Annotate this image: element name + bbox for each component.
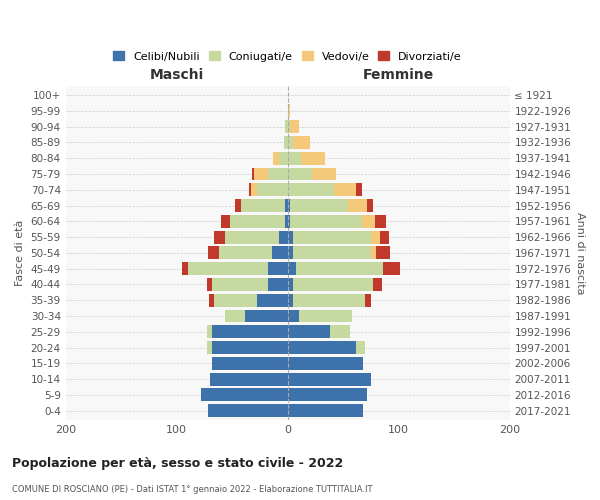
Legend: Celibi/Nubili, Coniugati/e, Vedovi/e, Divorziati/e: Celibi/Nubili, Coniugati/e, Vedovi/e, Di… [113, 51, 462, 62]
Bar [287, 310, 299, 322]
Bar [287, 404, 363, 417]
Bar [296, 262, 383, 275]
Bar [371, 246, 376, 260]
Bar [252, 168, 254, 180]
Bar [293, 246, 371, 260]
Bar [268, 168, 287, 180]
Bar [362, 215, 375, 228]
Bar [287, 215, 290, 228]
Bar [356, 341, 365, 354]
Text: Maschi: Maschi [149, 68, 204, 82]
Bar [241, 199, 286, 212]
Bar [330, 326, 350, 338]
Bar [206, 341, 212, 354]
Y-axis label: Fasce di età: Fasce di età [15, 220, 25, 286]
Bar [287, 294, 293, 306]
Bar [376, 246, 389, 260]
Bar [365, 294, 371, 306]
Bar [312, 168, 337, 180]
Bar [212, 326, 287, 338]
Bar [257, 294, 287, 306]
Bar [272, 246, 287, 260]
Bar [375, 215, 386, 228]
Bar [287, 230, 293, 243]
Text: Femmine: Femmine [363, 68, 434, 82]
Bar [286, 199, 287, 212]
Bar [373, 278, 382, 291]
Bar [219, 246, 272, 260]
Bar [287, 246, 293, 260]
Bar [212, 357, 287, 370]
Bar [380, 230, 389, 243]
Bar [254, 168, 268, 180]
Bar [221, 215, 230, 228]
Bar [206, 326, 212, 338]
Bar [279, 152, 287, 164]
Bar [287, 152, 301, 164]
Bar [299, 310, 352, 322]
Bar [287, 357, 363, 370]
Bar [249, 184, 251, 196]
Bar [245, 310, 287, 322]
Bar [287, 326, 330, 338]
Text: Popolazione per età, sesso e stato civile - 2022: Popolazione per età, sesso e stato civil… [12, 458, 343, 470]
Bar [371, 230, 380, 243]
Bar [293, 278, 373, 291]
Bar [279, 230, 287, 243]
Bar [208, 246, 219, 260]
Bar [367, 199, 373, 212]
Bar [287, 341, 356, 354]
Bar [287, 199, 290, 212]
Bar [301, 152, 325, 164]
Bar [356, 184, 362, 196]
Bar [287, 184, 334, 196]
Bar [290, 199, 347, 212]
Bar [287, 278, 293, 291]
Bar [209, 294, 214, 306]
Bar [210, 372, 287, 386]
Bar [226, 230, 279, 243]
Bar [226, 310, 245, 322]
Bar [287, 136, 293, 149]
Bar [206, 278, 212, 291]
Bar [334, 184, 356, 196]
Bar [251, 184, 257, 196]
Bar [290, 120, 299, 133]
Bar [293, 136, 310, 149]
Bar [287, 168, 312, 180]
Bar [293, 230, 371, 243]
Bar [286, 215, 287, 228]
Bar [214, 230, 226, 243]
Bar [182, 262, 188, 275]
Bar [287, 120, 290, 133]
Bar [212, 341, 287, 354]
Bar [293, 294, 365, 306]
Y-axis label: Anni di nascita: Anni di nascita [575, 212, 585, 294]
Bar [235, 199, 241, 212]
Bar [287, 388, 367, 402]
Bar [290, 215, 362, 228]
Text: COMUNE DI ROSCIANO (PE) - Dati ISTAT 1° gennaio 2022 - Elaborazione TUTTITALIA.I: COMUNE DI ROSCIANO (PE) - Dati ISTAT 1° … [12, 485, 373, 494]
Bar [214, 294, 257, 306]
Bar [230, 215, 286, 228]
Bar [208, 404, 287, 417]
Bar [268, 278, 287, 291]
Bar [284, 136, 287, 149]
Bar [212, 278, 268, 291]
Bar [188, 262, 268, 275]
Bar [273, 152, 279, 164]
Bar [347, 199, 367, 212]
Bar [383, 262, 400, 275]
Bar [268, 262, 287, 275]
Bar [287, 372, 371, 386]
Bar [287, 262, 296, 275]
Bar [287, 104, 290, 118]
Bar [286, 120, 287, 133]
Bar [201, 388, 287, 402]
Bar [257, 184, 287, 196]
